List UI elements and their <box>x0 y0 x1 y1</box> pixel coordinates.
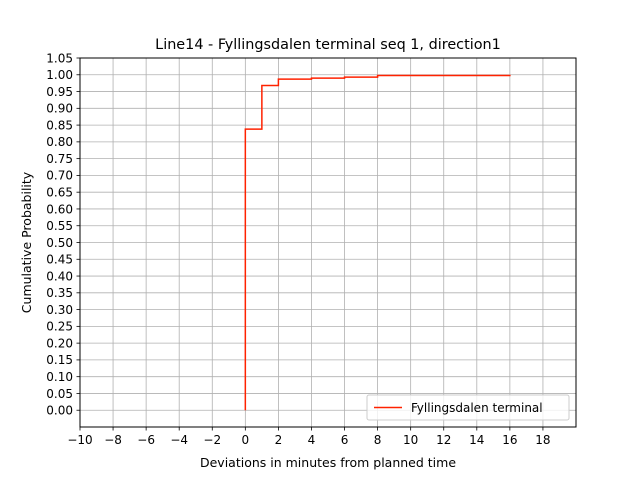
y-axis-ticks: 0.00 0.05 0.10 0.15 0.20 0.25 0.30 0.35 0.40 0.45… <box>46 51 80 418</box>
x-tick-label: 16 <box>502 433 517 447</box>
x-tick-label: 12 <box>436 433 451 447</box>
y-axis-label: Cumulative Probability <box>19 171 34 313</box>
x-axis-ticks: −10 −8 −6 −4 −2 0 2 4 6 8 10 12 14 16 18 <box>67 427 551 447</box>
legend-box <box>366 394 570 421</box>
x-tick-label: 0 <box>242 433 250 447</box>
y-tick-label: 0.70 <box>46 169 73 183</box>
y-tick-label: 0.95 <box>46 85 73 99</box>
x-tick-label: −8 <box>104 433 122 447</box>
y-tick-label: 1.05 <box>46 51 73 65</box>
x-tick-label: −6 <box>137 433 155 447</box>
legend-label: Fyllingsdalen terminal <box>411 401 543 415</box>
series-layer <box>244 74 511 411</box>
y-tick-label: 0.35 <box>46 286 73 300</box>
y-tick-label: 0.15 <box>46 353 73 367</box>
y-tick-label: 0.45 <box>46 253 73 267</box>
x-tick-label: −2 <box>203 433 221 447</box>
x-tick-label: −4 <box>170 433 188 447</box>
x-tick-label: 14 <box>469 433 484 447</box>
y-tick-label: 1.00 <box>46 68 73 82</box>
y-tick-label: 0.40 <box>46 269 73 283</box>
y-tick-label: 0.00 <box>46 404 73 418</box>
x-tick-label: 4 <box>308 433 316 447</box>
x-tick-label: 10 <box>403 433 418 447</box>
y-tick-label: 0.05 <box>46 387 73 401</box>
x-tick-label: −10 <box>67 433 92 447</box>
y-tick-label: 0.10 <box>46 370 73 384</box>
x-axis-label: Deviations in minutes from planned time <box>200 455 456 470</box>
y-tick-label: 0.55 <box>46 219 73 233</box>
y-tick-label: 0.25 <box>46 320 73 334</box>
x-tick-label: 6 <box>341 433 349 447</box>
y-tick-label: 0.90 <box>46 102 73 116</box>
chart-title: Line14 - Fyllingsdalen terminal seq 1, d… <box>155 37 501 53</box>
legend: Fyllingsdalen terminal <box>366 394 570 421</box>
y-tick-label: 0.20 <box>46 336 73 350</box>
y-tick-label: 0.75 <box>46 152 73 166</box>
y-tick-label: 0.65 <box>46 185 73 199</box>
y-tick-label: 0.60 <box>46 202 73 216</box>
y-tick-label: 0.30 <box>46 303 73 317</box>
y-tick-label: 0.50 <box>46 236 73 250</box>
x-tick-label: 2 <box>275 433 283 447</box>
y-tick-label: 0.80 <box>46 135 73 149</box>
y-tick-label: 0.85 <box>46 118 73 132</box>
x-tick-label: 18 <box>535 433 550 447</box>
x-tick-label: 8 <box>374 433 382 447</box>
series-step-line <box>244 74 511 411</box>
